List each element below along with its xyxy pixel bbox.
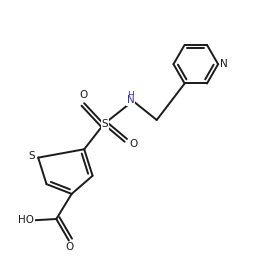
Text: S: S [101,119,108,129]
Text: S: S [29,151,35,161]
Text: H: H [127,91,134,100]
Text: HO: HO [18,215,34,225]
Text: N: N [127,95,135,105]
Text: O: O [66,242,74,252]
Text: O: O [79,90,87,100]
Text: N: N [220,59,228,69]
Text: O: O [129,139,138,149]
